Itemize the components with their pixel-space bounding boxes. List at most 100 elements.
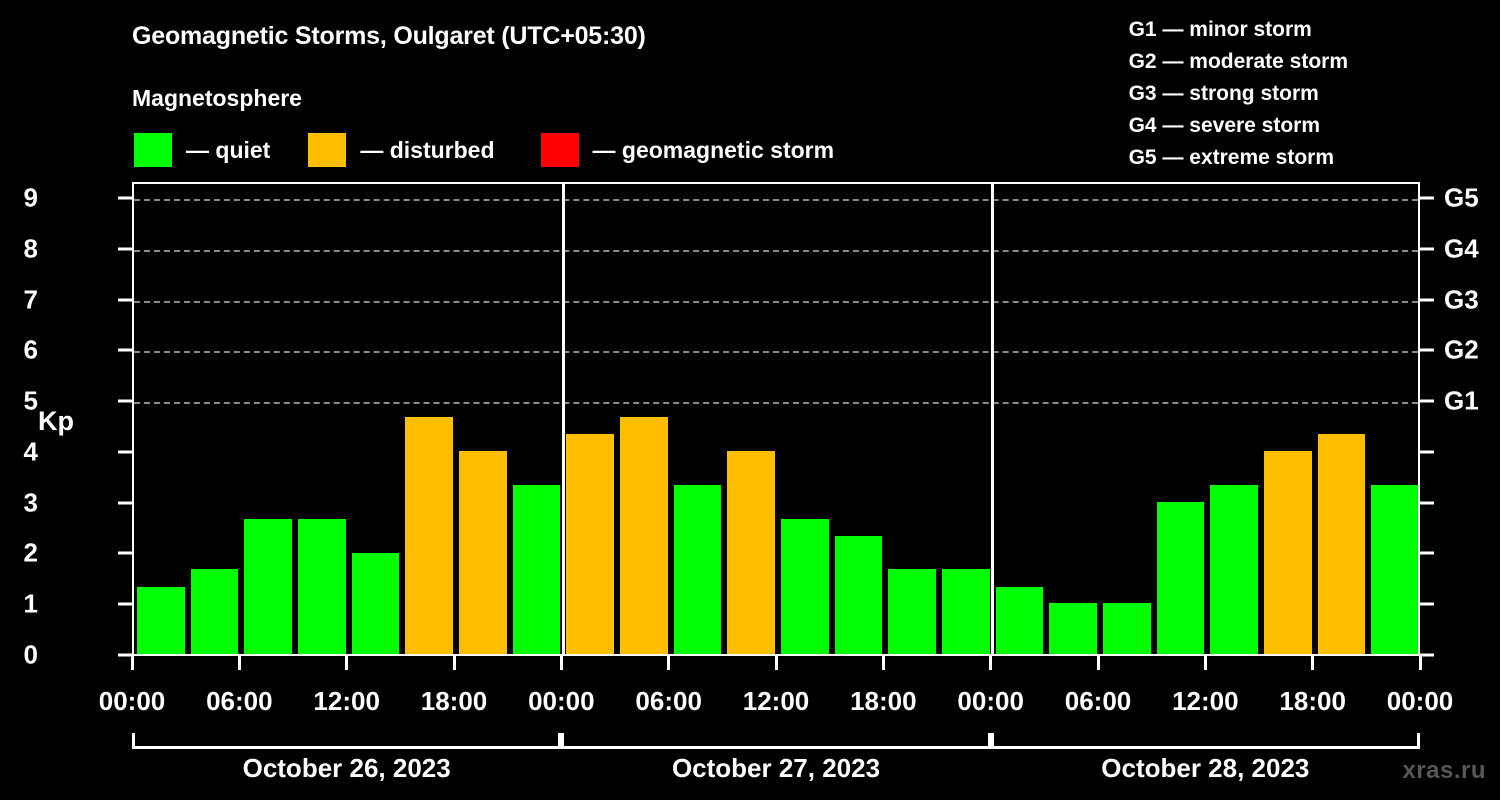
g-tick-mark-G4 bbox=[1420, 247, 1434, 251]
bar bbox=[942, 569, 990, 654]
legend-swatch-disturbed bbox=[308, 133, 347, 167]
x-tick-mark-5 bbox=[667, 656, 671, 670]
bar bbox=[1156, 501, 1205, 654]
x-tick-mark-9 bbox=[1096, 656, 1100, 670]
bar bbox=[1317, 434, 1366, 654]
x-tick-mark-10 bbox=[1203, 656, 1207, 670]
gridline-kp-5 bbox=[134, 402, 1418, 405]
date-label-1: October 26, 2023 bbox=[242, 753, 451, 783]
right-minor-tick-3 bbox=[1420, 501, 1434, 505]
gridline-kp-7 bbox=[134, 300, 1418, 303]
x-tick-label-8: 00:00 bbox=[957, 686, 1024, 716]
x-tick-label-11: 18:00 bbox=[1279, 686, 1346, 716]
bar bbox=[781, 518, 829, 654]
bar bbox=[405, 417, 453, 654]
date-bracket-2 bbox=[561, 733, 991, 749]
g-tick-label-G2: G2 bbox=[1444, 334, 1479, 365]
x-tick-label-3: 18:00 bbox=[420, 686, 488, 716]
g-tick-mark-G5 bbox=[1420, 196, 1434, 200]
plot-area bbox=[132, 182, 1420, 656]
x-tick-mark-3 bbox=[452, 656, 456, 670]
y-tick-mark-4 bbox=[118, 450, 132, 454]
x-tick-mark-8 bbox=[989, 656, 993, 670]
g-tick-mark-G3 bbox=[1420, 298, 1434, 302]
bar bbox=[459, 451, 507, 654]
x-tick-label-1: 06:00 bbox=[206, 686, 273, 716]
y-tick-label-4: 4 bbox=[23, 436, 38, 467]
bar bbox=[137, 586, 185, 654]
g-tick-label-G1: G1 bbox=[1444, 385, 1479, 416]
bar bbox=[1103, 603, 1151, 654]
bar bbox=[888, 569, 936, 654]
gridline-kp-9 bbox=[134, 199, 1418, 202]
legend-label-disturbed: — disturbed bbox=[360, 136, 495, 163]
y-tick-label-1: 1 bbox=[23, 588, 38, 619]
page-title: Geomagnetic Storms, Oulgaret (UTC+05:30) bbox=[132, 22, 646, 50]
x-tick-mark-0 bbox=[130, 656, 134, 670]
y-tick-mark-0 bbox=[118, 653, 132, 657]
g-legend-row-5: G5 — extreme storm bbox=[1128, 146, 1335, 169]
x-tick-label-12: 00:00 bbox=[1386, 686, 1454, 716]
g-scale-legend: G1 — minor storm G2 — moderate storm G3 — … bbox=[1129, 14, 1348, 174]
y-tick-label-3: 3 bbox=[23, 487, 38, 518]
x-tick-mark-4 bbox=[559, 656, 563, 670]
bar bbox=[834, 535, 883, 654]
g-legend-row-4: G4 — severe storm bbox=[1128, 114, 1321, 137]
y-tick-label-9: 9 bbox=[23, 182, 38, 213]
g-tick-label-G4: G4 bbox=[1444, 233, 1479, 264]
x-tick-label-5: 06:00 bbox=[635, 686, 702, 716]
day-separator-1 bbox=[561, 184, 565, 654]
bar bbox=[1049, 603, 1097, 654]
legend-swatch-geomagnetic-storm bbox=[540, 133, 579, 167]
legend-item-disturbed: — disturbed bbox=[308, 133, 495, 167]
day-separator-2 bbox=[991, 184, 995, 654]
x-tick-mark-6 bbox=[774, 656, 778, 670]
x-tick-mark-1 bbox=[237, 656, 241, 670]
y-tick-mark-1 bbox=[118, 602, 132, 606]
y-tick-mark-3 bbox=[118, 501, 132, 505]
date-label-3: October 28, 2023 bbox=[1101, 753, 1310, 783]
color-legend: — quiet — disturbed — geomagnetic storm bbox=[134, 131, 834, 169]
bar bbox=[1264, 451, 1312, 654]
x-tick-label-9: 06:00 bbox=[1064, 686, 1132, 716]
y-axis-title: Kp bbox=[38, 406, 74, 437]
y-tick-mark-8 bbox=[118, 247, 132, 251]
y-tick-mark-5 bbox=[118, 399, 132, 403]
right-minor-tick-2 bbox=[1420, 551, 1434, 555]
y-tick-mark-9 bbox=[118, 196, 132, 200]
gridline-kp-8 bbox=[134, 249, 1418, 252]
date-bracket-1 bbox=[132, 733, 562, 749]
legend-item-geomagnetic-storm: — geomagnetic storm bbox=[540, 133, 835, 167]
magnetosphere-label: Magnetosphere bbox=[132, 85, 302, 111]
y-tick-mark-7 bbox=[118, 298, 132, 302]
g-legend-row-2: G2 — moderate storm bbox=[1128, 50, 1348, 73]
x-tick-label-0: 00:00 bbox=[98, 686, 166, 716]
watermark: xras.ru bbox=[1402, 757, 1486, 784]
legend-item-quiet: — quiet bbox=[134, 133, 270, 167]
y-tick-label-5: 5 bbox=[23, 385, 38, 416]
bar bbox=[727, 451, 775, 654]
legend-label-quiet: — quiet bbox=[186, 136, 271, 163]
y-tick-label-8: 8 bbox=[23, 233, 38, 264]
g-tick-label-G3: G3 bbox=[1444, 284, 1479, 315]
y-tick-label-6: 6 bbox=[23, 334, 38, 365]
g-tick-mark-G1 bbox=[1420, 399, 1434, 403]
legend-swatch-quiet bbox=[134, 133, 172, 167]
date-bracket-3 bbox=[990, 733, 1420, 749]
y-tick-label-2: 2 bbox=[23, 537, 38, 568]
x-tick-mark-7 bbox=[881, 656, 885, 670]
x-tick-label-2: 12:00 bbox=[313, 686, 380, 716]
right-minor-tick-4 bbox=[1420, 450, 1434, 454]
bars-layer bbox=[134, 184, 1418, 654]
gridline-kp-6 bbox=[134, 351, 1418, 354]
x-tick-mark-2 bbox=[345, 656, 349, 670]
legend-label-geomagnetic-storm: — geomagnetic storm bbox=[592, 136, 835, 163]
x-tick-mark-11 bbox=[1311, 656, 1315, 670]
g-tick-mark-G2 bbox=[1420, 348, 1434, 352]
bar bbox=[244, 518, 292, 654]
bar bbox=[351, 552, 400, 654]
date-label-2: October 27, 2023 bbox=[671, 753, 881, 783]
y-tick-label-0: 0 bbox=[23, 639, 38, 670]
g-legend-row-1: G1 — minor storm bbox=[1128, 18, 1312, 41]
